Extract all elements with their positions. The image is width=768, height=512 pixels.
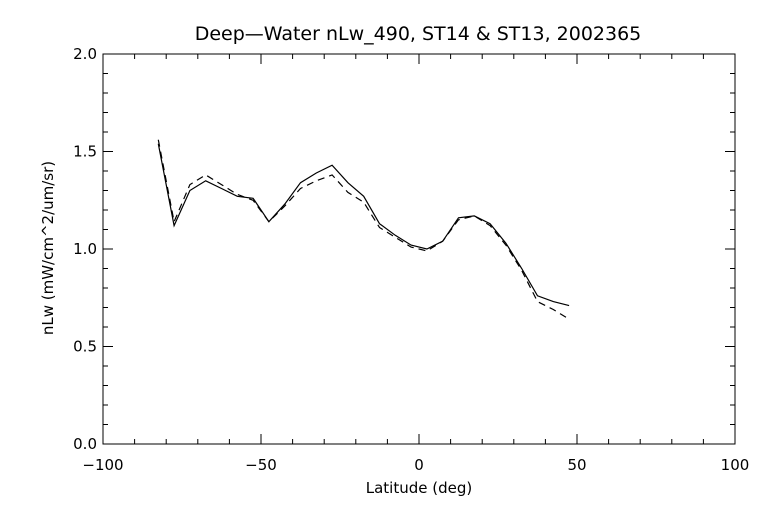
x-tick-label: 100 xyxy=(721,456,750,474)
series-group xyxy=(157,139,570,320)
y-tick-label: 1.5 xyxy=(73,143,97,161)
tick-labels: −100 −50 0 50 100 0.0 0.5 1.0 1.5 2.0 xyxy=(73,45,749,474)
x-tick-label: 50 xyxy=(567,456,586,474)
y-tick-label: 0.5 xyxy=(73,338,97,356)
series-line-dashed xyxy=(157,139,570,320)
x-tick-label: −50 xyxy=(245,456,277,474)
axis-ticks xyxy=(102,53,736,445)
series-line-solid xyxy=(157,143,570,307)
y-tick-label: 1.0 xyxy=(73,240,97,258)
x-tick-label: −100 xyxy=(82,456,123,474)
y-axis-label: nLw (mW/cm^2/um/sr) xyxy=(39,161,57,335)
x-axis-label: Latitude (deg) xyxy=(366,479,472,497)
x-tick-label: 0 xyxy=(414,456,424,474)
chart-title: Deep—Water nLw_490, ST14 & ST13, 2002365 xyxy=(195,23,642,45)
y-tick-label: 2.0 xyxy=(73,45,97,63)
y-tick-label: 0.0 xyxy=(73,435,97,453)
